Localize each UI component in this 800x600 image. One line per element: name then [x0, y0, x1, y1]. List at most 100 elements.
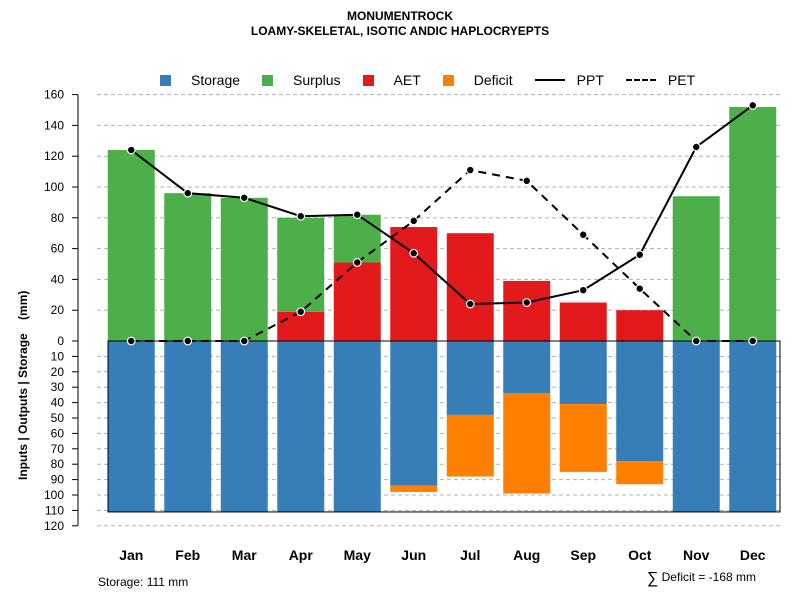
point-ppt [522, 298, 532, 307]
y-tick-label-lower: 30 [51, 380, 65, 394]
point-pet [296, 307, 306, 317]
bar-deficit [390, 485, 438, 492]
legend-item-deficit: Deficit [442, 72, 535, 88]
line-ppt [130, 104, 754, 306]
y-tick-label-lower: 110 [45, 503, 64, 517]
legend-item-surplus: Surplus [262, 72, 362, 88]
x-tick-label: Nov [683, 547, 710, 563]
y-tick-label-upper: 80 [51, 211, 65, 225]
y-tick-label-lower: 20 [51, 365, 65, 379]
bar-aet [446, 233, 494, 341]
deficit-total: Deficit = -168 mm [661, 570, 756, 584]
point-pet [239, 336, 249, 346]
point-ppt [691, 142, 701, 152]
y-tick-label-upper: 160 [44, 88, 64, 102]
point-pet [578, 230, 588, 240]
storage-note: Storage: 111 mm [98, 575, 189, 589]
point-pet [183, 336, 193, 346]
point-pet [465, 165, 475, 175]
x-tick-label: Jun [401, 547, 426, 563]
y-tick-label-lower: 40 [51, 396, 65, 410]
legend-line-pet [625, 79, 656, 81]
bar-storage [390, 341, 438, 486]
bar-storage [333, 341, 381, 512]
bar-aet [616, 310, 664, 341]
y-tick-label-upper: 40 [51, 272, 65, 286]
point-ppt [465, 299, 475, 309]
point-pet [635, 284, 645, 294]
legend-swatch-deficit [442, 74, 454, 86]
point-pet [522, 176, 532, 186]
legend-item-pet: PET [625, 72, 717, 88]
bar-surplus [220, 197, 268, 341]
legend-swatch-storage [160, 74, 171, 86]
legend-item-ppt: PPT [534, 72, 626, 88]
point-ppt [578, 285, 588, 295]
bar-deficit [503, 393, 551, 494]
bar-surplus [277, 217, 325, 312]
y-tick-label-lower: 50 [51, 411, 65, 425]
legend-label-pet: PET [667, 72, 696, 88]
bar-aet [390, 227, 438, 341]
x-tick-label: Oct [628, 547, 652, 563]
bar-aet [503, 280, 551, 341]
y-tick-label-lower: 90 [51, 473, 65, 487]
legend-line-ppt [534, 79, 565, 81]
bar-deficit [446, 414, 494, 477]
x-tick-label: Apr [289, 547, 314, 563]
y-tick-label-lower: 70 [51, 442, 65, 456]
bar-surplus [107, 150, 155, 341]
sigma-symbol: ∑ [646, 570, 659, 587]
legend-label-storage: Storage [191, 72, 241, 88]
bar-storage [107, 341, 155, 512]
x-tick-label: Jul [460, 547, 480, 563]
point-ppt [183, 188, 193, 198]
legend-label-deficit: Deficit [473, 72, 513, 88]
y-tick-label-lower: 120 [44, 519, 64, 533]
point-pet [409, 216, 419, 226]
x-tick-label: Mar [232, 547, 257, 563]
x-tick-label: Aug [513, 547, 540, 563]
y-tick-label-lower: 80 [51, 457, 65, 471]
bar-storage [729, 341, 777, 512]
bar-deficit [616, 461, 664, 485]
bar-surplus [333, 214, 381, 263]
bar-aet [333, 262, 381, 341]
point-ppt [635, 250, 645, 260]
y-tick-label-lower: 100 [44, 488, 64, 502]
y-tick-label-upper: 60 [51, 242, 65, 256]
point-pet [352, 258, 362, 267]
legend-item-aet: AET [362, 72, 443, 88]
bar-storage [616, 341, 664, 462]
point-pet [748, 336, 758, 346]
point-ppt [409, 248, 419, 258]
x-tick-label: Jan [119, 547, 143, 563]
chart-subtitle: LOAMY-SKELETAL, ISOTIC ANDIC HAPLOCRYEPT… [250, 24, 550, 38]
legend-item-storage: Storage [160, 72, 262, 88]
y-tick-label-upper: 0 [57, 334, 64, 348]
bar-deficit [559, 404, 607, 472]
legend-swatch-aet [362, 74, 374, 86]
legend-label-surplus: Surplus [293, 72, 341, 88]
y-tick-label-upper: 140 [44, 118, 64, 132]
bar-aet [277, 311, 325, 341]
bar-storage [559, 341, 607, 405]
y-tick-label-upper: 120 [44, 149, 64, 163]
point-ppt [239, 193, 249, 203]
legend-label-aet: AET [393, 72, 421, 88]
legend-label-ppt: PPT [576, 72, 604, 88]
bar-storage [277, 341, 325, 512]
x-tick-label: May [344, 547, 371, 563]
bar-surplus [729, 106, 777, 341]
point-ppt [126, 145, 136, 155]
bar-surplus [672, 196, 720, 341]
bar-storage [446, 341, 494, 415]
point-pet [126, 336, 136, 346]
y-tick-label-lower: 10 [51, 349, 65, 363]
deficit-note: ∑ Deficit = -168 mm [647, 570, 756, 588]
bar-storage [672, 341, 720, 512]
bar-storage [503, 341, 551, 394]
point-ppt [352, 210, 362, 220]
line-pet [131, 168, 753, 342]
